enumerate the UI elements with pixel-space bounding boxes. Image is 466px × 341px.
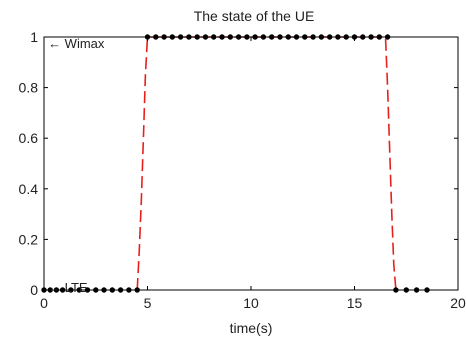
x-tick-label: 5	[144, 295, 152, 311]
plot-frame	[43, 36, 459, 291]
annotations: ← Wimax ← LTE	[48, 36, 105, 295]
y-tick-label: 1	[30, 29, 38, 45]
x-axis-title: time(s)	[230, 320, 273, 336]
y-tick-label: 0.8	[19, 80, 39, 96]
x-tick-label: 15	[347, 295, 363, 311]
y-tick-label: 0.4	[19, 181, 39, 197]
y-tick-label: 0	[30, 282, 38, 298]
x-tick-label: 10	[243, 295, 259, 311]
x-axis: 0 5 10 15 20	[40, 37, 466, 311]
x-tick-label: 0	[40, 295, 48, 311]
y-axis: 0 0.2 0.4 0.6 0.8 1	[19, 29, 458, 298]
annotation-wimax: ← Wimax	[48, 36, 105, 51]
annotation-lte: ← LTE	[48, 280, 88, 295]
y-tick-label: 0.2	[19, 231, 39, 247]
y-tick-label: 0.6	[19, 130, 39, 146]
series-line-0	[136, 36, 397, 291]
x-tick-label: 20	[450, 295, 466, 311]
plot-area	[41, 34, 430, 293]
chart-title: The state of the UE	[194, 8, 315, 24]
